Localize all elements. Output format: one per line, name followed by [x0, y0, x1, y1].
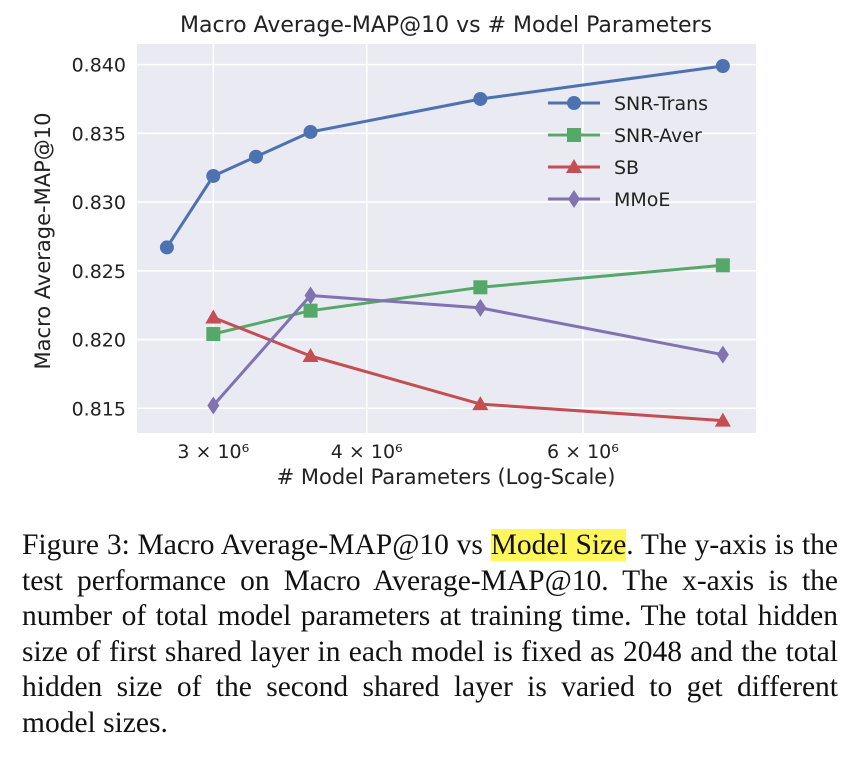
series-layer: [159, 58, 731, 427]
series-line-snr-trans: [165, 64, 724, 249]
series-line-sb: [212, 316, 724, 423]
legend-item-snr-aver: SNR-Aver: [548, 125, 702, 147]
series-sb: [205, 309, 731, 427]
data-point-snr-trans: [715, 58, 730, 73]
caption-highlight: Model Size: [490, 529, 627, 561]
data-point-sb: [205, 309, 222, 324]
data-point-mmoe: [304, 286, 317, 305]
caption-body: . The y-axis is the test performance on …: [22, 529, 838, 739]
chart-title: Macro Average-MAP@10 vs # Model Paramete…: [180, 13, 712, 38]
grid: [137, 44, 756, 433]
y-tick-label: 0.825: [72, 261, 126, 283]
data-point-snr-aver: [473, 280, 488, 295]
data-point-sb: [714, 412, 731, 427]
x-tick-label: 6 × 10⁶: [547, 441, 619, 463]
legend-label-snr-aver: SNR-Aver: [614, 125, 702, 147]
legend-item-sb: SB: [548, 157, 639, 179]
y-tick-label: 0.820: [72, 330, 126, 352]
legend-label-mmoe: MMoE: [614, 189, 670, 211]
data-point-snr-trans: [159, 240, 174, 255]
y-tick-label: 0.830: [72, 192, 126, 214]
data-point-snr-trans: [473, 91, 488, 106]
x-tick-label: 3 × 10⁶: [177, 441, 249, 463]
y-axis-ticks: 0.815 0.820 0.825 0.830 0.835 0.840: [72, 55, 126, 421]
data-point-snr-aver: [206, 327, 221, 342]
y-axis-label: Macro Average-MAP@10: [31, 113, 55, 370]
y-tick-label: 0.815: [72, 398, 126, 420]
data-point-sb: [302, 348, 319, 363]
legend-label-snr-trans: SNR-Trans: [614, 93, 708, 115]
y-tick-label: 0.840: [72, 55, 126, 77]
x-axis-ticks: 3 × 10⁶ 4 × 10⁶ 6 × 10⁶: [177, 441, 619, 463]
data-point-sb: [472, 396, 489, 411]
series-snr-trans: [159, 58, 730, 255]
legend-marker-mmoe: [568, 190, 580, 208]
data-point-mmoe: [474, 298, 487, 317]
legend: SNR-Trans SNR-Aver SB MMoE: [548, 93, 708, 211]
series-line-mmoe: [212, 294, 724, 407]
data-point-snr-trans: [303, 124, 318, 139]
data-point-mmoe: [207, 396, 220, 415]
x-tick-label: 4 × 10⁶: [331, 441, 403, 463]
legend-marker-snr-trans: [567, 96, 581, 110]
legend-label-sb: SB: [614, 157, 639, 179]
series-snr-aver: [206, 258, 730, 342]
x-axis-label: # Model Parameters (Log-Scale): [277, 465, 616, 489]
series-mmoe: [207, 286, 729, 415]
data-point-snr-trans: [248, 149, 263, 164]
legend-marker-snr-aver: [567, 128, 581, 142]
data-point-snr-aver: [715, 258, 730, 273]
chart: Macro Average-MAP@10 vs # Model Paramete…: [31, 13, 756, 489]
data-point-snr-aver: [303, 303, 318, 318]
data-point-snr-trans: [206, 168, 221, 183]
figure-caption: Figure 3: Macro Average-MAP@10 vs Model …: [22, 528, 838, 742]
plot-area: [137, 44, 756, 433]
legend-item-mmoe: MMoE: [548, 189, 670, 211]
series-line-snr-aver: [212, 263, 724, 336]
legend-item-snr-trans: SNR-Trans: [548, 93, 708, 115]
legend-marker-sb: [566, 159, 582, 173]
data-point-mmoe: [716, 345, 729, 364]
y-tick-label: 0.835: [72, 123, 126, 145]
caption-prefix: Figure 3: Macro Average-MAP@10 vs: [22, 529, 491, 561]
